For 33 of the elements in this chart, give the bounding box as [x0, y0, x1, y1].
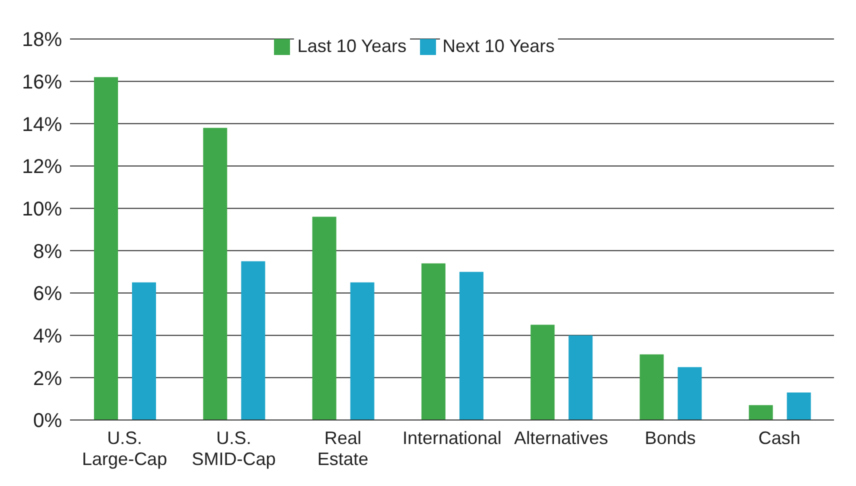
y-tick-label: 2%	[33, 368, 62, 390]
bar	[350, 282, 374, 420]
x-tick-label: International	[402, 428, 502, 448]
y-tick-label: 18%	[22, 29, 62, 52]
legend-label: Next 10 Years	[440, 36, 558, 56]
bar	[203, 128, 228, 420]
bar	[132, 282, 156, 420]
bar	[678, 367, 702, 420]
bar	[459, 272, 484, 420]
legend-label: Last 10 Years	[294, 36, 410, 56]
bar	[748, 405, 773, 420]
x-tick-label: U.S. Large-Cap	[82, 428, 168, 469]
x-tick-label: Real Estate	[317, 428, 368, 469]
bar	[421, 263, 446, 420]
x-tick-label: Alternatives	[514, 428, 608, 448]
bar	[94, 77, 118, 420]
bar	[312, 216, 336, 420]
y-tick-label: 4%	[33, 325, 62, 348]
y-tick-label: 8%	[33, 240, 62, 263]
y-tick-label: 0%	[33, 410, 62, 432]
x-tick-label: Cash	[758, 428, 800, 448]
x-tick-label: Bonds	[644, 428, 696, 448]
bar	[530, 324, 555, 420]
bar	[241, 261, 266, 420]
y-tick-label: 14%	[22, 114, 62, 136]
x-tick-label: U.S. SMID-Cap	[192, 428, 276, 469]
bar	[640, 354, 664, 420]
y-tick-label: 10%	[22, 198, 62, 220]
y-tick-label: 16%	[22, 71, 62, 94]
y-tick-label: 12%	[22, 156, 62, 178]
y-tick-label: 6%	[33, 283, 62, 306]
bar	[568, 335, 593, 420]
bar	[786, 392, 811, 420]
